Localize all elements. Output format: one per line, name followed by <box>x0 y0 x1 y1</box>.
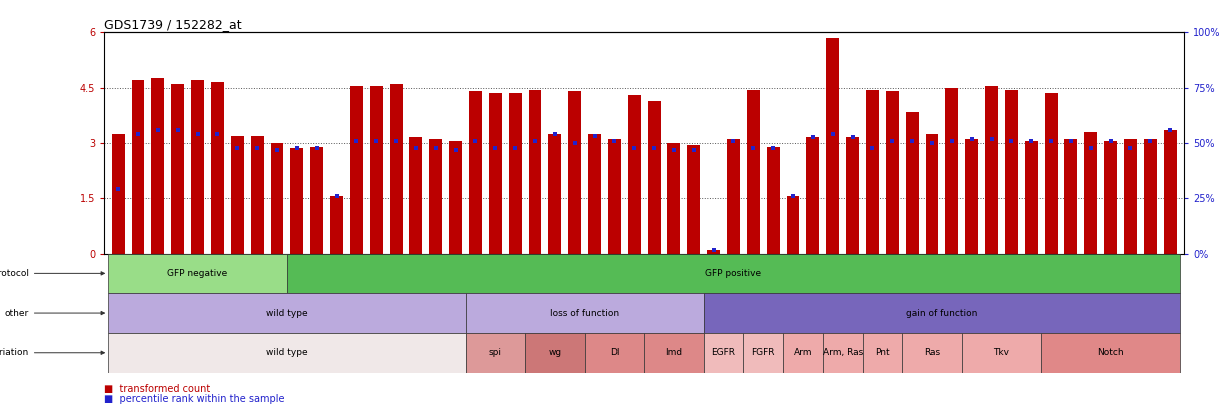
Bar <box>1124 139 1137 254</box>
Bar <box>465 333 525 373</box>
Text: gain of function: gain of function <box>907 309 978 318</box>
Bar <box>648 100 660 254</box>
Bar <box>529 90 541 254</box>
Bar <box>270 143 283 254</box>
Bar <box>131 80 145 254</box>
Text: spi: spi <box>488 348 502 357</box>
Text: FGFR: FGFR <box>751 348 775 357</box>
Bar <box>1065 139 1077 254</box>
Text: Notch: Notch <box>1097 348 1124 357</box>
Bar <box>728 139 740 254</box>
Bar <box>607 139 621 254</box>
Bar <box>112 134 125 254</box>
Text: Tkv: Tkv <box>994 348 1010 357</box>
Bar <box>488 93 502 254</box>
Bar <box>108 293 465 333</box>
Text: ■  percentile rank within the sample: ■ percentile rank within the sample <box>104 394 285 404</box>
Bar <box>465 293 704 333</box>
Bar <box>369 86 383 254</box>
Bar <box>568 92 582 254</box>
Bar <box>291 149 303 254</box>
Bar <box>787 196 800 254</box>
Bar <box>945 88 958 254</box>
Bar <box>108 333 465 373</box>
Text: lmd: lmd <box>665 348 682 357</box>
Bar <box>1025 141 1038 254</box>
Bar <box>847 137 859 254</box>
Text: wild type: wild type <box>266 309 308 318</box>
Bar <box>231 136 244 254</box>
Bar <box>962 333 1042 373</box>
Text: other: other <box>5 309 104 318</box>
Text: genotype/variation: genotype/variation <box>0 348 104 357</box>
Bar <box>588 134 601 254</box>
Bar <box>826 38 839 254</box>
Bar <box>747 90 760 254</box>
Text: Arm: Arm <box>794 348 812 357</box>
Bar <box>1104 141 1117 254</box>
Text: wild type: wild type <box>266 348 308 357</box>
Bar <box>310 147 323 254</box>
Bar <box>863 333 902 373</box>
Bar <box>1042 333 1180 373</box>
Text: GFP negative: GFP negative <box>167 269 228 278</box>
Bar <box>330 196 344 254</box>
Bar <box>1085 132 1097 254</box>
Bar <box>704 293 1180 333</box>
Bar <box>866 90 879 254</box>
Bar <box>1144 139 1157 254</box>
Bar <box>966 139 978 254</box>
Bar <box>250 136 264 254</box>
Bar <box>350 86 363 254</box>
Bar <box>469 92 482 254</box>
Bar <box>783 333 823 373</box>
Bar <box>985 86 998 254</box>
Bar <box>906 112 919 254</box>
Bar <box>707 250 720 254</box>
Text: GFP positive: GFP positive <box>706 269 762 278</box>
Text: wg: wg <box>548 348 562 357</box>
Bar <box>172 84 184 254</box>
Text: GDS1739 / 152282_at: GDS1739 / 152282_at <box>104 18 242 31</box>
Bar <box>548 134 561 254</box>
Bar <box>1163 130 1177 254</box>
Bar <box>410 137 422 254</box>
Text: Dl: Dl <box>610 348 620 357</box>
Bar <box>767 147 779 254</box>
Bar <box>525 333 584 373</box>
Bar <box>108 254 287 293</box>
Bar <box>806 137 820 254</box>
Bar <box>151 79 164 254</box>
Text: Pnt: Pnt <box>875 348 890 357</box>
Text: ■  transformed count: ■ transformed count <box>104 384 211 394</box>
Bar <box>191 80 204 254</box>
Bar <box>744 333 783 373</box>
Bar <box>644 333 704 373</box>
Bar <box>628 95 640 254</box>
Bar <box>390 84 402 254</box>
Text: loss of function: loss of function <box>550 309 620 318</box>
Bar <box>429 139 442 254</box>
Bar <box>584 333 644 373</box>
Bar <box>287 254 1180 293</box>
Text: Arm, Ras: Arm, Ras <box>822 348 863 357</box>
Bar <box>823 333 863 373</box>
Bar <box>211 82 223 254</box>
Bar <box>704 333 744 373</box>
Bar <box>1044 93 1058 254</box>
Bar <box>687 145 701 254</box>
Text: EGFR: EGFR <box>712 348 735 357</box>
Bar <box>925 134 939 254</box>
Bar <box>449 141 463 254</box>
Text: protocol: protocol <box>0 269 104 278</box>
Bar <box>667 143 681 254</box>
Bar <box>509 93 521 254</box>
Text: Ras: Ras <box>924 348 940 357</box>
Bar <box>902 333 962 373</box>
Bar <box>1005 90 1018 254</box>
Bar <box>886 92 898 254</box>
